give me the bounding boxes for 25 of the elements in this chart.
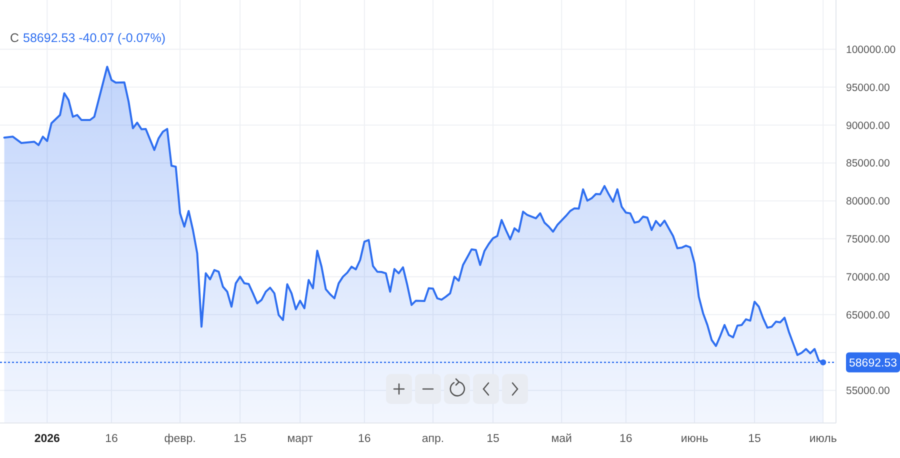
x-tick-label: 16 bbox=[105, 433, 118, 445]
y-tick-label: 90000.00 bbox=[846, 120, 890, 132]
y-tick-label: 65000.00 bbox=[846, 309, 890, 322]
x-tick-label: июнь bbox=[680, 433, 708, 445]
x-tick-label: март bbox=[287, 433, 314, 445]
y-tick-label: 55000.00 bbox=[846, 385, 890, 398]
ref-line-label: 58692.53 bbox=[849, 357, 897, 370]
y-tick-label: 95000.00 bbox=[846, 82, 890, 94]
annotation: 58692.53 -40.07 (-0.07%) bbox=[23, 31, 166, 45]
x-tick-label: 15 bbox=[748, 433, 761, 445]
x-tick-label: 2026 bbox=[34, 433, 60, 445]
y-tick-label: 80000.00 bbox=[846, 196, 890, 208]
y-tick-label: 75000.00 bbox=[846, 233, 890, 246]
x-tick-label: май bbox=[551, 433, 572, 445]
x-tick-label: 16 bbox=[358, 433, 371, 445]
annotation: C bbox=[10, 31, 20, 45]
x-tick-label: 15 bbox=[234, 433, 246, 445]
x-tick-label: 15 bbox=[486, 433, 500, 445]
x-tick-label: июль bbox=[809, 433, 837, 445]
x-tick-label: февр. bbox=[164, 433, 196, 445]
x-tick-label: апр. bbox=[422, 433, 444, 445]
y-tick-label: 100000.00 bbox=[846, 44, 896, 56]
y-tick-label: 70000.00 bbox=[846, 271, 890, 284]
x-tick-label: 16 bbox=[620, 433, 632, 445]
y-tick-label: 85000.00 bbox=[846, 158, 890, 170]
